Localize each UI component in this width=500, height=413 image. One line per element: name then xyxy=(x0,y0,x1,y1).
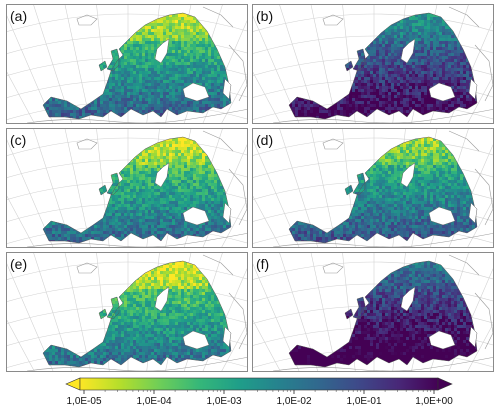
map-panel-e: (e) xyxy=(6,252,248,372)
colorbar-extend-max xyxy=(437,377,453,391)
colorbar-tick-label: 1,0E-04 xyxy=(136,396,172,407)
panel-label-d: (d) xyxy=(256,132,274,148)
map-panel-d: (d) xyxy=(252,128,494,248)
outer-boundaries xyxy=(272,6,493,123)
panel-label-b: (b) xyxy=(256,8,274,24)
panel-label-c: (c) xyxy=(10,132,27,148)
map-d-svg xyxy=(253,129,493,247)
map-e-svg xyxy=(7,253,247,371)
coastline xyxy=(288,12,478,120)
map-a-svg xyxy=(7,5,247,123)
coastline xyxy=(42,12,232,120)
outer-boundaries xyxy=(26,254,247,371)
colorbar-tick-label: 1,0E-05 xyxy=(66,396,102,407)
map-b-svg xyxy=(253,5,493,123)
colorbar-svg xyxy=(65,377,453,394)
colorbar-gradient xyxy=(79,377,439,391)
coastline xyxy=(288,136,478,244)
colorbar-extend-min xyxy=(65,377,81,391)
map-panel-c: (c) xyxy=(6,128,248,248)
map-panel-b: (b) xyxy=(252,4,494,124)
map-f-svg xyxy=(253,253,493,371)
coastline xyxy=(288,260,478,368)
outer-boundaries xyxy=(26,6,247,123)
coastline xyxy=(42,260,232,368)
panel-label-a: (a) xyxy=(10,8,28,24)
colorbar-tick-label: 1,0E-03 xyxy=(206,396,242,407)
colorbar-tick-label: 1,0E-01 xyxy=(346,396,382,407)
map-panel-f: (f) xyxy=(252,252,494,372)
coastline xyxy=(42,136,232,244)
colorbar: 1,0E-05 1,0E-04 1,0E-03 1,0E-02 1,0E-01 … xyxy=(62,374,456,410)
colorbar-tick-label: 1,0E+00 xyxy=(415,396,453,407)
outer-boundaries xyxy=(26,130,247,247)
outer-boundaries xyxy=(272,130,493,247)
panel-label-f: (f) xyxy=(256,256,270,272)
map-panel-a: (a) xyxy=(6,4,248,124)
colorbar-tick-label: 1,0E-02 xyxy=(276,396,312,407)
outer-boundaries xyxy=(272,254,493,371)
map-c-svg xyxy=(7,129,247,247)
panel-label-e: (e) xyxy=(10,256,28,272)
